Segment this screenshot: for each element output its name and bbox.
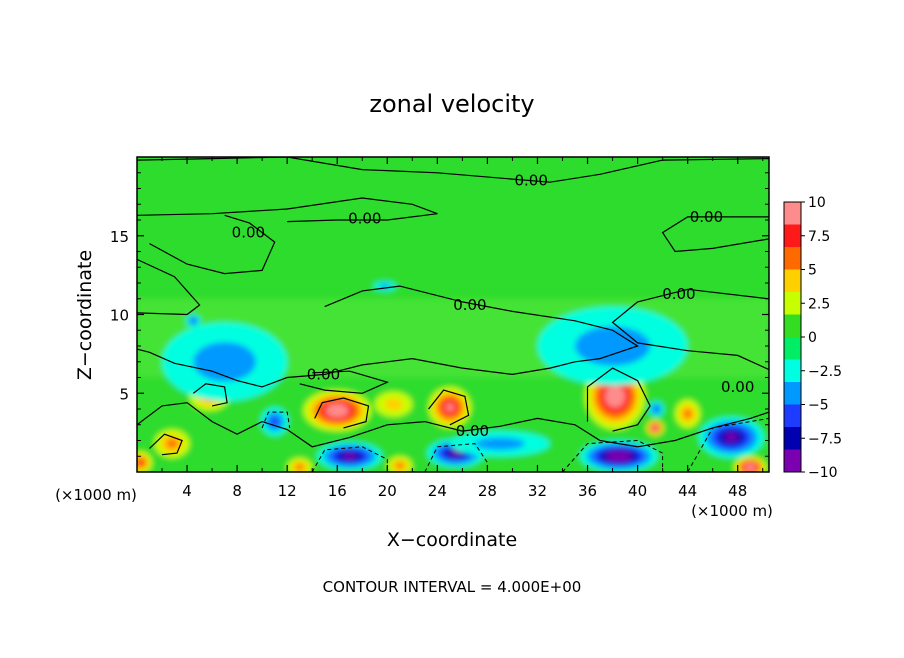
contour-label-6: 0.00 — [307, 365, 340, 383]
field-anomaly-21 — [575, 326, 651, 366]
field-anomaly-0 — [331, 407, 343, 414]
x-tick-label-36: 36 — [578, 482, 597, 500]
colorbar-tick-label-8: −10 — [808, 465, 838, 481]
chart-title: zonal velocity — [369, 90, 534, 118]
x-tick-label-16: 16 — [328, 482, 347, 500]
contour-lines — [137, 157, 769, 472]
contour-interval-note: CONTOUR INTERVAL = 4.000E+00 — [323, 578, 582, 596]
colorbar-tick-label-0: 10 — [808, 195, 826, 211]
contour-label-4: 0.00 — [453, 296, 486, 314]
y-axis-label: Z−coordinate — [74, 250, 96, 380]
x-tick-label-44: 44 — [678, 482, 697, 500]
contour-line-13 — [149, 433, 183, 456]
x-unit-left: (×1000 m) — [55, 486, 137, 504]
field-anomaly-5 — [683, 409, 692, 419]
y-tick-label-5: 5 — [119, 385, 129, 403]
colorbar-swatch-1 — [784, 224, 801, 248]
contour-line-10 — [428, 389, 470, 426]
x-tick-label-48: 48 — [728, 482, 747, 500]
y-tick-label-10: 10 — [110, 307, 129, 325]
y-tick-label-15: 15 — [110, 228, 129, 246]
contour-label-group: 0.00 0.00 0.00 0.00 0.00 0.00 0.00 0.00 0.00 — [232, 172, 755, 440]
contour-line-2 — [137, 258, 201, 316]
x-tick-label-32: 32 — [528, 482, 547, 500]
contour-line-3 — [149, 214, 276, 275]
contour-label-1: 0.00 — [348, 209, 381, 227]
negative-contour-0 — [311, 446, 388, 472]
colorbar-swatch-3 — [784, 269, 801, 293]
field-anomaly-16 — [270, 416, 280, 427]
field-anomaly-17 — [190, 318, 196, 323]
contour-line-5 — [611, 288, 769, 371]
field-anomaly-2 — [610, 390, 621, 402]
colorbar: 10 7.5 5 2.5 0 −2.5 −5 −7.5 −10 — [783, 195, 842, 481]
field-anomaly-6 — [166, 438, 178, 449]
contour-line-8 — [299, 370, 390, 394]
contour-line-4 — [661, 216, 769, 253]
colorbar-tick-label-2: 5 — [808, 263, 817, 279]
colorbar-swatch-2 — [784, 247, 801, 270]
field-anomaly-20 — [193, 342, 256, 382]
contour-line-12 — [192, 383, 228, 407]
field-anomaly-22 — [474, 437, 525, 450]
contour-label-7: 0.00 — [721, 378, 754, 396]
x-unit-right: (×1000 m) — [691, 502, 773, 520]
negative-contour-3 — [687, 417, 769, 472]
x-tick-label-20: 20 — [378, 482, 397, 500]
contour-label-2: 0.00 — [232, 224, 265, 242]
colorbar-swatch-11 — [784, 449, 801, 473]
velocity-field — [137, 157, 769, 472]
x-tick-label-40: 40 — [628, 482, 647, 500]
field-anomaly-10 — [295, 464, 304, 471]
colorbar-swatch-9 — [784, 404, 801, 428]
x-tick-label-8: 8 — [232, 482, 242, 500]
colorbar-tick-label-6: −5 — [808, 398, 829, 414]
x-tick-label-4: 4 — [182, 482, 192, 500]
negative-contour-4 — [261, 411, 291, 429]
field-anomaly-18 — [653, 406, 659, 412]
field-anomaly-11 — [395, 462, 404, 469]
field-anomaly-8 — [137, 459, 144, 466]
colorbar-tick-label-5: −2.5 — [808, 364, 842, 380]
colorbar-tick-label-7: −7.5 — [808, 431, 842, 447]
contour-label-0: 0.00 — [515, 172, 548, 190]
field-anomaly-4 — [653, 426, 657, 430]
x-tick-label-28: 28 — [478, 482, 497, 500]
contour-line-6 — [137, 285, 639, 388]
colorbar-swatch-4 — [784, 292, 801, 315]
field-anomaly-12 — [343, 453, 357, 460]
field-anomaly-7 — [384, 397, 403, 411]
negative-contour-2 — [562, 439, 664, 472]
contour-line-11 — [314, 397, 370, 429]
plot-area — [137, 157, 769, 472]
x-tick-label-24: 24 — [428, 482, 447, 500]
colorbar-swatch-0 — [784, 202, 801, 225]
contour-label-3: 0.00 — [690, 208, 723, 226]
field-anomaly-15 — [724, 433, 738, 442]
contour-label-5: 0.00 — [662, 285, 695, 303]
field-anomaly-14 — [612, 453, 626, 459]
colorbar-swatch-10 — [784, 427, 801, 450]
colorbar-swatch-6 — [784, 337, 801, 360]
x-axis-label: X−coordinate — [387, 529, 517, 551]
x-tick-label-12: 12 — [278, 482, 297, 500]
field-anomaly-1 — [445, 403, 455, 412]
colorbar-swatch-7 — [784, 359, 801, 383]
colorbar-swatch-5 — [784, 314, 801, 338]
contour-label-8: 0.00 — [456, 422, 489, 440]
contour-line-7 — [137, 402, 769, 448]
contour-line-1 — [137, 197, 438, 223]
contour-line-0 — [137, 157, 769, 183]
field-anomaly-9 — [747, 465, 753, 470]
colorbar-tick-label-1: 7.5 — [808, 229, 830, 245]
colorbar-tick-label-3: 2.5 — [808, 296, 830, 312]
colorbar-swatch-8 — [784, 382, 801, 405]
contour-line-9 — [586, 367, 651, 432]
colorbar-tick-label-4: 0 — [808, 330, 817, 346]
field-anomaly-13 — [450, 450, 462, 456]
